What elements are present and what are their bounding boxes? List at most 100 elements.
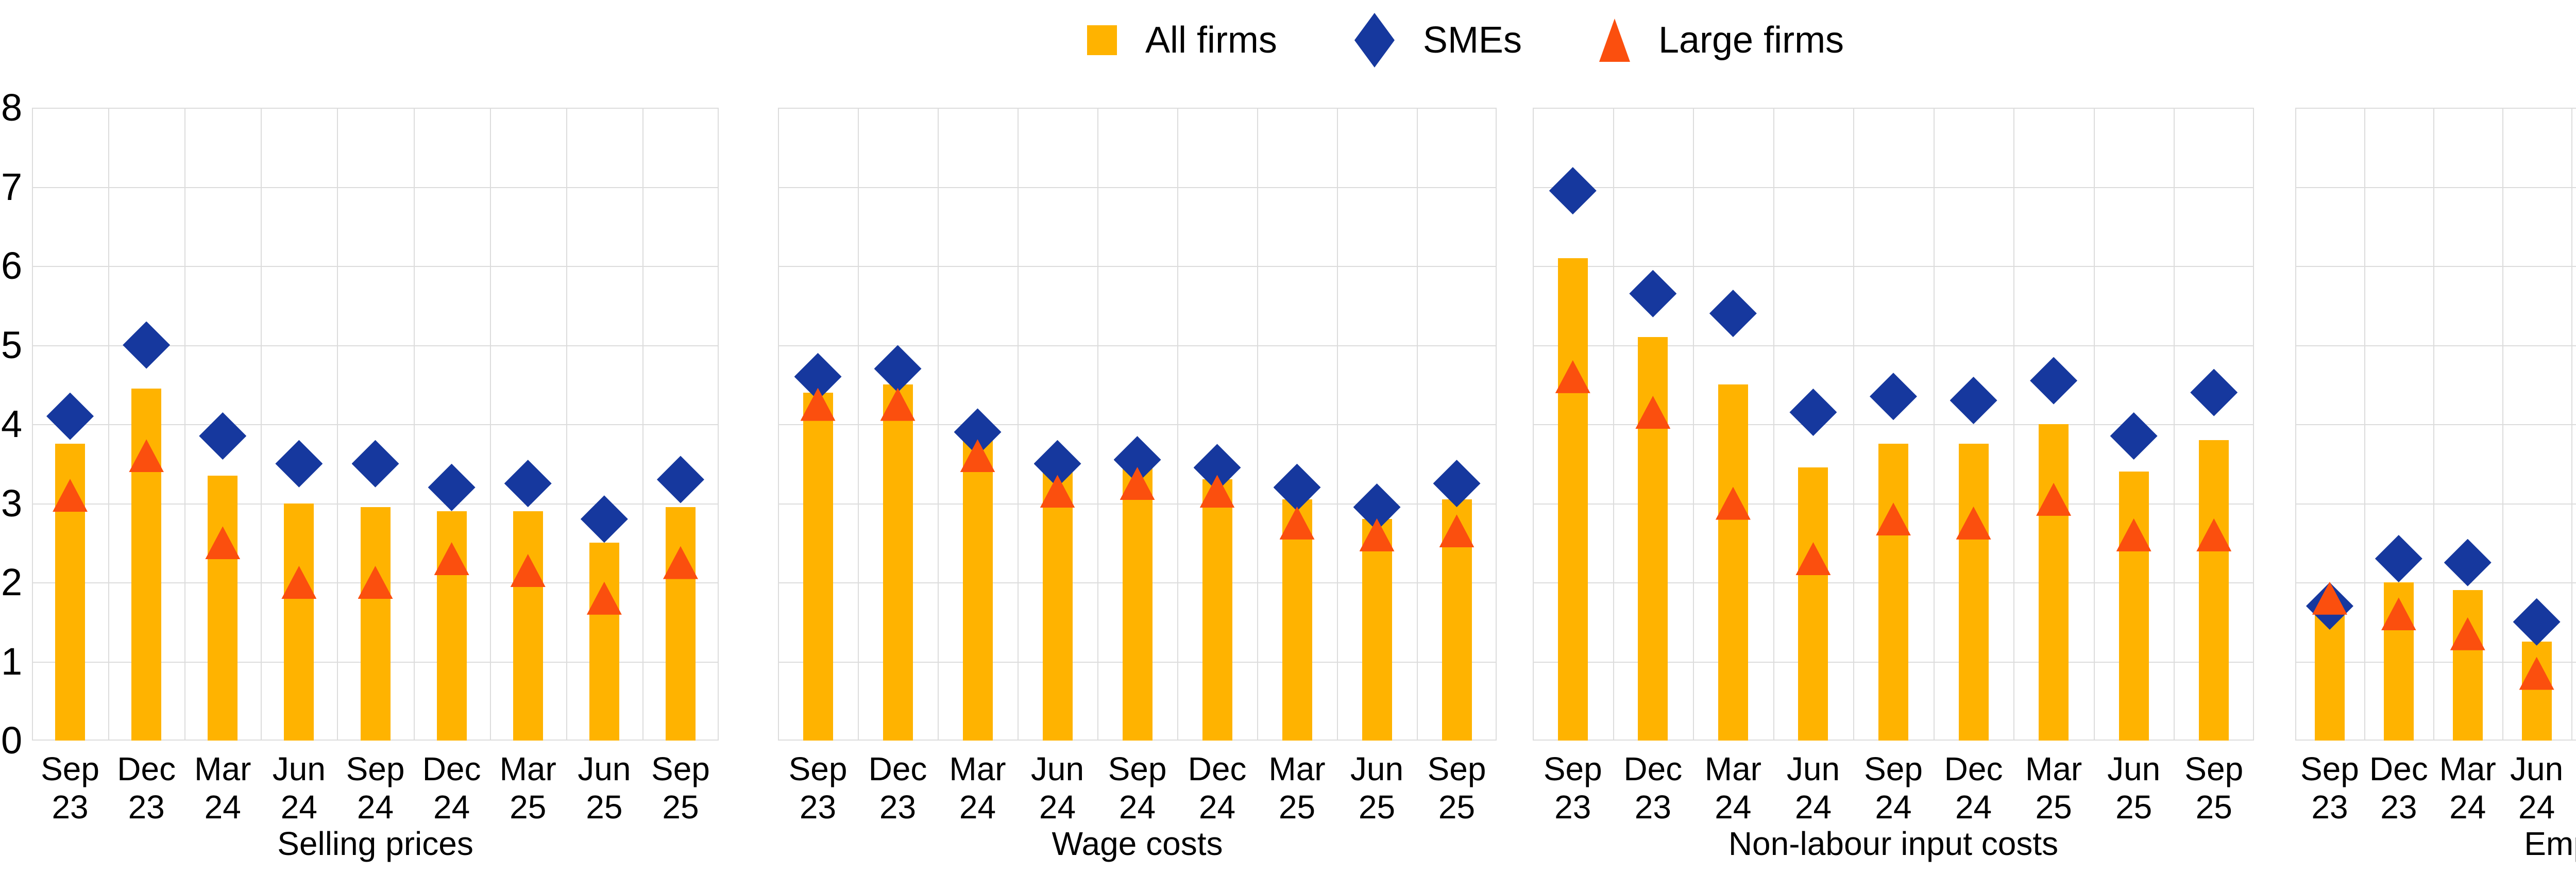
x-tick-label-Dec-23: Dec 23 xyxy=(117,750,176,826)
x-tick-label-Dec-24: Dec 24 xyxy=(1944,750,2003,826)
v-gridline xyxy=(413,108,415,741)
x-tick-label-Jun-24: Jun 24 xyxy=(2510,750,2564,826)
v-gridline xyxy=(2364,108,2365,741)
all-firms-bar-Mar-25 xyxy=(2039,424,2069,741)
x-tick-label-Jun-24: Jun 24 xyxy=(272,750,326,826)
h-gridline-2 xyxy=(2295,582,2576,583)
all-firms-bar-Jun-24 xyxy=(1042,472,1073,741)
x-tick-label-Dec-23: Dec 23 xyxy=(868,750,927,826)
v-gridline xyxy=(1018,108,1019,741)
smes-diamond-marker-Sep-23 xyxy=(46,392,94,440)
h-gridline-5 xyxy=(1533,345,2254,346)
x-tick-label-Sep-24: Sep 24 xyxy=(1108,750,1167,826)
v-gridline xyxy=(261,108,262,741)
all-firms-bar-Sep-24 xyxy=(1878,444,1908,741)
y-tick-label-7: 7 xyxy=(1,165,23,208)
v-gridline xyxy=(858,108,859,741)
smes-diamond-marker-Jun-24 xyxy=(275,440,323,488)
v-gridline xyxy=(718,108,719,741)
smes-diamond-marker-Sep-25 xyxy=(1433,460,1481,508)
panel-title-non-labour-input-costs: Non-labour input costs xyxy=(1728,825,2059,862)
v-gridline xyxy=(2093,108,2095,741)
x-tick-label-Mar-24: Mar 24 xyxy=(194,750,251,826)
h-gridline-4 xyxy=(1533,424,2254,425)
v-gridline xyxy=(2502,108,2503,741)
legend-label-large-firms: Large firms xyxy=(1658,20,1844,61)
v-gridline xyxy=(642,108,643,741)
h-gridline-5 xyxy=(32,345,719,346)
v-gridline xyxy=(1613,108,1614,741)
all-firms-bar-Dec-23 xyxy=(883,384,913,741)
smes-diamond-marker-Sep-23 xyxy=(1549,167,1597,215)
smes-diamond-marker-Sep-25 xyxy=(2190,368,2238,416)
v-gridline xyxy=(1417,108,1418,741)
h-gridline-4 xyxy=(2295,424,2576,425)
panel-title-wage-costs: Wage costs xyxy=(1052,825,1223,862)
all-firms-bar-Sep-24 xyxy=(1122,467,1153,741)
x-tick-label-Dec-24: Dec 24 xyxy=(422,750,481,826)
v-gridline xyxy=(184,108,186,741)
all-firms-bar-Sep-25 xyxy=(2199,440,2229,741)
smes-diamond-marker-Jun-24 xyxy=(1789,388,1837,436)
all-firms-bar-Mar-24 xyxy=(1718,384,1748,741)
y-tick-label-5: 5 xyxy=(1,323,23,366)
v-gridline xyxy=(2295,108,2296,741)
v-gridline xyxy=(489,108,491,741)
x-tick-label-Sep-23: Sep 23 xyxy=(1543,750,1602,826)
v-gridline xyxy=(2433,108,2434,741)
v-gridline xyxy=(2174,108,2175,741)
all-firms-bar-Jun-25 xyxy=(589,543,619,741)
smes-diamond-marker-Mar-24 xyxy=(1709,290,1757,338)
h-gridline-6 xyxy=(2295,266,2576,267)
all-firms-bar-Mar-24 xyxy=(2452,590,2483,741)
x-tick-label-Mar-25: Mar 25 xyxy=(499,750,556,826)
all-firms-bar-Mar-24 xyxy=(208,475,238,741)
y-tick-label-1: 1 xyxy=(1,640,23,683)
all-firms-bar-Dec-24 xyxy=(1202,479,1232,741)
v-gridline xyxy=(566,108,567,741)
v-gridline xyxy=(2253,108,2254,741)
h-gridline-7 xyxy=(778,187,1497,188)
x-tick-label-Sep-25: Sep 25 xyxy=(651,750,710,826)
h-gridline-5 xyxy=(778,345,1497,346)
panel-title-selling-prices: Selling prices xyxy=(277,825,473,862)
all-firms-bar-Sep-25 xyxy=(665,507,696,741)
x-tick-label-Jun-24: Jun 24 xyxy=(1786,750,1840,826)
x-tick-label-Sep-25: Sep 25 xyxy=(1427,750,1486,826)
h-gridline-1 xyxy=(2295,661,2576,663)
v-gridline xyxy=(1257,108,1258,741)
x-tick-label-Dec-23: Dec 23 xyxy=(1623,750,1683,826)
x-tick-label-Jun-25: Jun 25 xyxy=(1350,750,1404,826)
v-gridline xyxy=(2013,108,2015,741)
legend-item-smes: SMEs xyxy=(1354,9,1522,71)
h-gridline-7 xyxy=(2295,187,2576,188)
panel-plot-selling-prices xyxy=(32,108,719,741)
all-firms-bar-Jun-25 xyxy=(1362,519,1392,741)
panel-plot-wage-costs xyxy=(778,108,1497,741)
smes-diamond-marker-Dec-23 xyxy=(874,345,922,393)
v-gridline xyxy=(1853,108,1855,741)
v-gridline xyxy=(1933,108,1935,741)
smes-diamond-marker-Jun-25 xyxy=(2110,412,2158,460)
legend-item-all-firms: All firms xyxy=(1087,9,1277,71)
y-tick-label-3: 3 xyxy=(1,481,23,525)
all-firms-bar-Sep-23 xyxy=(803,392,833,741)
h-gridline-4 xyxy=(778,424,1497,425)
legend-label-all-firms: All firms xyxy=(1145,20,1277,61)
smes-diamond-marker-Dec-24 xyxy=(1950,376,1997,424)
smes-diamond-marker-Dec-23 xyxy=(2375,534,2422,582)
all-firms-bar-Jun-24 xyxy=(284,503,314,741)
x-tick-label-Mar-25: Mar 25 xyxy=(1268,750,1326,826)
h-gridline-8 xyxy=(2295,108,2576,109)
legend-label-smes: SMEs xyxy=(1422,20,1522,61)
all-firms-bar-Sep-24 xyxy=(360,507,391,741)
smes-diamond-marker-Sep-24 xyxy=(1870,373,1917,421)
h-gridline-3 xyxy=(32,503,719,505)
smes-diamond-marker-Mar-25 xyxy=(504,460,552,508)
v-gridline xyxy=(1533,108,1534,741)
all-firms-square-icon xyxy=(1087,25,1117,55)
h-gridline-6 xyxy=(778,266,1497,267)
smes-diamond-marker-Jun-25 xyxy=(580,495,628,543)
panel-plot-non-labour-input-costs xyxy=(1533,108,2254,741)
x-tick-label-Sep-24: Sep 24 xyxy=(346,750,405,826)
